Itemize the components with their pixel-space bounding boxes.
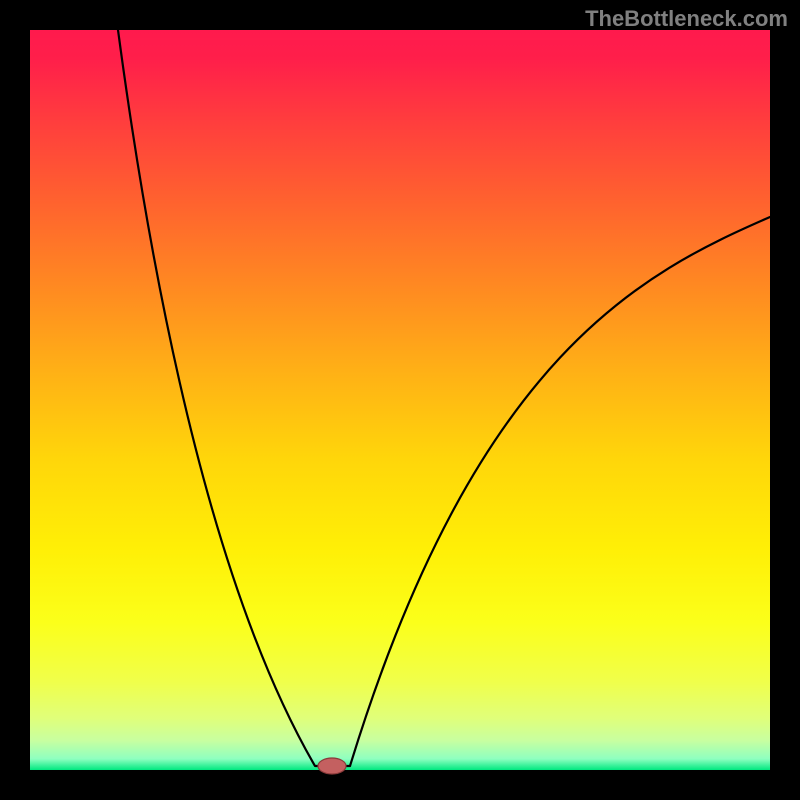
watermark-text: TheBottleneck.com — [585, 6, 788, 32]
outer-frame: TheBottleneck.com — [0, 0, 800, 800]
bottleneck-chart — [30, 30, 770, 770]
optimal-point-marker — [30, 30, 770, 770]
